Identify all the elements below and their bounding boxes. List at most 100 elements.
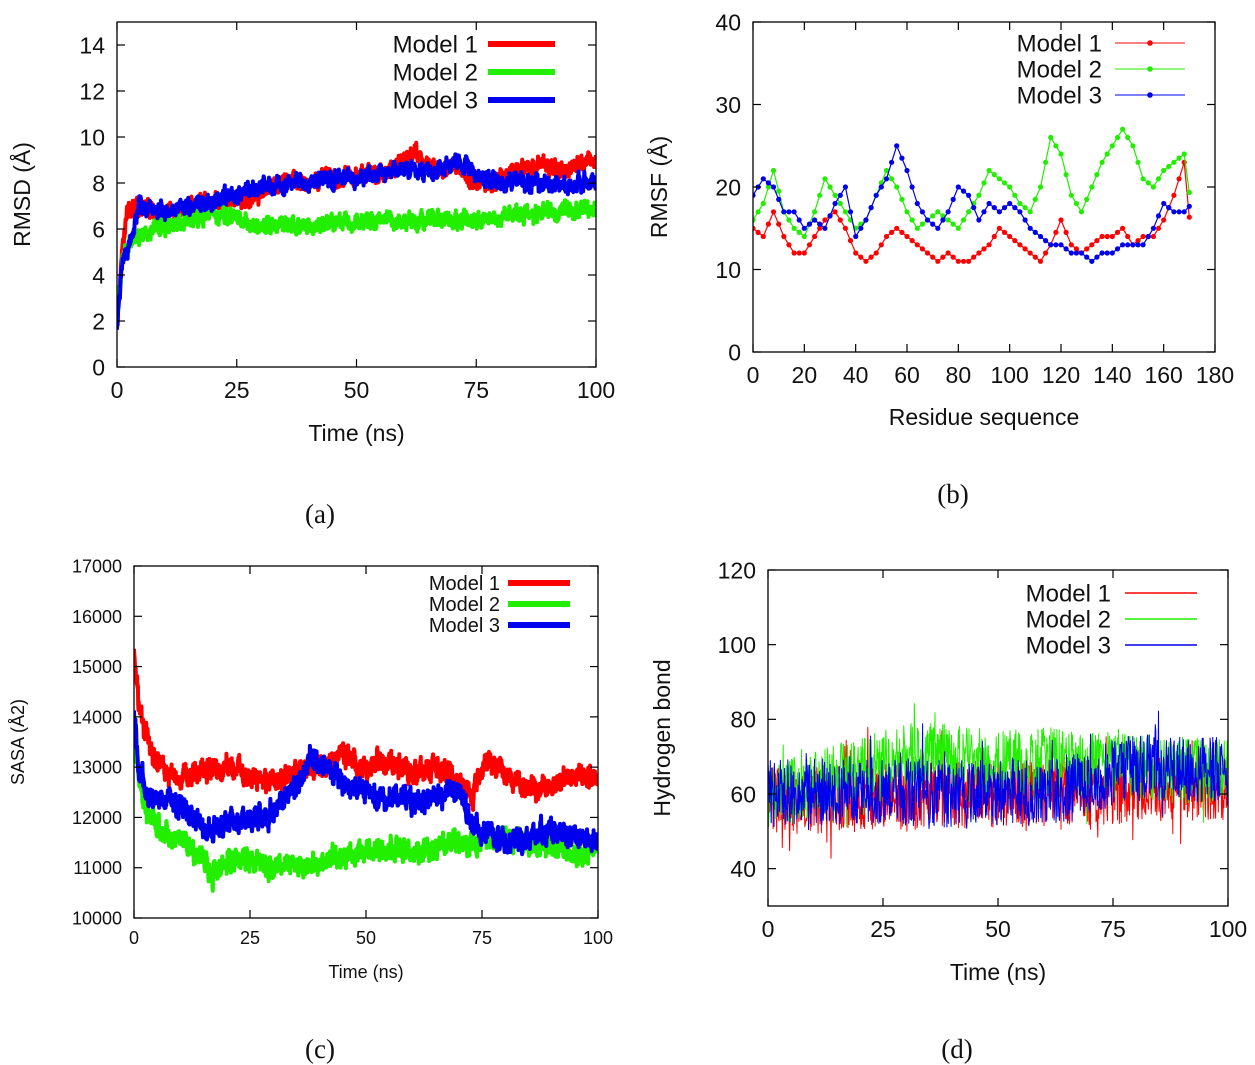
series-point-3	[909, 184, 915, 190]
series-point-3	[822, 225, 828, 231]
panel-sasa: 0 25 50 75 100 10000 11000 12000 13000 14000 15000…	[8, 556, 613, 982]
series-point-3	[832, 200, 838, 207]
x-axis-label: Time (ns)	[328, 962, 403, 982]
series-point-2	[914, 225, 920, 231]
y-tick-label: 0	[728, 339, 741, 365]
series-point-1	[991, 233, 997, 240]
series-point-3	[1007, 200, 1013, 207]
legend-marker-3	[1147, 92, 1153, 98]
series-point-2	[1135, 159, 1141, 165]
legend-label-1: Model 1	[429, 573, 500, 595]
x-tick-label: 100	[1209, 916, 1247, 942]
series-point-1	[894, 225, 900, 231]
series-point-2	[986, 167, 992, 174]
series-point-3	[1099, 250, 1105, 256]
series-point-3	[1120, 242, 1126, 248]
series-point-3	[1150, 225, 1156, 231]
series-point-2	[883, 167, 890, 174]
x-tick-label: 75	[1100, 916, 1126, 942]
panel-hydrogen-bond: 0 25 50 75 100 40 60 80 100 120 Time (ns) Hydrogen …	[649, 557, 1247, 985]
y-tick-label: 40	[715, 9, 741, 35]
y-tick-label: 17000	[72, 556, 122, 576]
series-point-1	[955, 258, 961, 264]
series-point-1	[1022, 246, 1028, 252]
x-tick-label: 60	[894, 362, 920, 388]
series-point-2	[791, 225, 797, 231]
y-tick-label: 10000	[72, 908, 122, 928]
panel-b-caption: (b)	[937, 479, 968, 509]
y-tick-label: 14000	[72, 707, 122, 727]
series-point-3	[878, 184, 884, 190]
series-point-1	[770, 209, 777, 215]
series-point-3	[1022, 217, 1028, 223]
series-point-1	[765, 221, 772, 227]
series-point-1	[806, 242, 813, 248]
series-line-2	[134, 728, 598, 893]
series-point-3	[955, 184, 961, 190]
legend-label-3: Model 3	[1026, 632, 1111, 659]
series-point-2	[1130, 143, 1136, 149]
series-point-2	[1104, 151, 1110, 157]
legend-label-3: Model 3	[393, 87, 478, 114]
y-tick-label: 10	[79, 124, 105, 150]
series-point-3	[1176, 209, 1182, 215]
series-point-1	[1150, 233, 1156, 240]
series-point-3	[1135, 242, 1141, 248]
series-point-3	[1032, 229, 1038, 235]
series-point-3	[976, 217, 982, 223]
series-point-3	[894, 143, 900, 149]
x-tick-label: 75	[463, 377, 489, 403]
x-tick-label: 140	[1093, 362, 1131, 388]
series-point-2	[765, 184, 772, 190]
series-point-1	[1007, 233, 1013, 240]
series-point-3	[1012, 205, 1018, 211]
series-point-3	[1125, 242, 1131, 248]
series-point-1	[1140, 233, 1146, 240]
series-point-3	[781, 209, 787, 215]
series-point-3	[1068, 250, 1074, 256]
series-point-1	[1032, 254, 1038, 260]
series-point-1	[858, 254, 864, 260]
series-point-2	[1032, 196, 1038, 202]
series-point-1	[786, 242, 792, 248]
series-point-2	[991, 172, 997, 178]
series-point-3	[1048, 242, 1054, 248]
series-point-2	[1181, 151, 1187, 157]
series-point-1	[1125, 233, 1131, 240]
legend-label-1: Model 1	[393, 31, 478, 58]
x-tick-label: 75	[472, 928, 492, 948]
series-point-2	[1150, 184, 1156, 190]
series-point-1	[904, 233, 910, 240]
y-tick-label: 12000	[72, 808, 122, 828]
series-point-2	[827, 184, 833, 190]
series-point-2	[1145, 180, 1151, 186]
series-point-2	[950, 221, 956, 227]
plot-area	[117, 140, 596, 330]
series-point-2	[1140, 176, 1146, 182]
legend-label-2: Model 2	[393, 59, 478, 86]
series-point-1	[950, 254, 956, 260]
series-point-3	[991, 205, 997, 211]
legend-label-2: Model 2	[1017, 56, 1102, 83]
series-line-1	[134, 648, 598, 812]
x-tick-label: 100	[583, 928, 613, 948]
x-tick-label: 120	[1042, 362, 1080, 388]
series-point-3	[1094, 254, 1100, 260]
series-point-3	[858, 225, 864, 231]
legend-marker-1	[1147, 40, 1153, 46]
series-point-3	[1053, 242, 1059, 248]
series-line-2	[117, 198, 596, 322]
series-point-1	[812, 233, 818, 240]
series-point-1	[919, 246, 926, 252]
panel-d-caption: (d)	[941, 1034, 972, 1064]
series-point-1	[873, 250, 879, 256]
plot-area	[768, 703, 1228, 859]
series-point-1	[914, 242, 920, 248]
series-point-3	[770, 184, 777, 190]
x-tick-label: 25	[870, 916, 896, 942]
series-point-2	[1089, 184, 1095, 190]
series-point-3	[1109, 250, 1115, 256]
series-point-3	[806, 221, 813, 227]
series-point-2	[899, 196, 905, 202]
series-point-1	[1001, 229, 1008, 235]
